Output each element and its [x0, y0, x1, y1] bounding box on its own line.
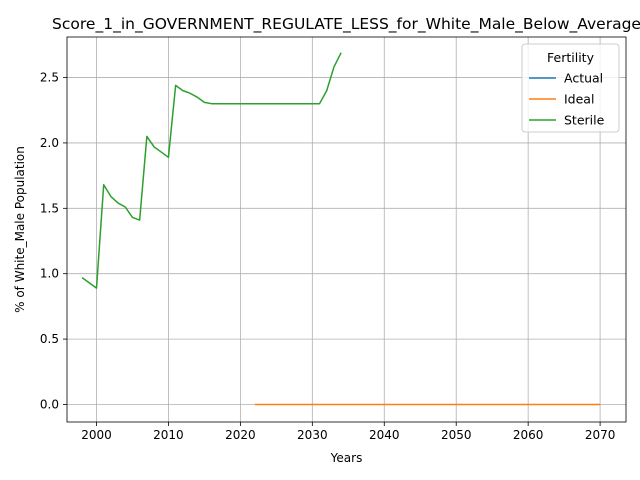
legend-entries: Actual Ideal Sterile — [529, 71, 605, 128]
y-axis-label: % of White_Male Population — [13, 146, 27, 313]
legend-title: Fertility — [547, 50, 595, 65]
x-tick-label: 2030 — [297, 428, 328, 442]
y-tick-label: 1.0 — [40, 267, 59, 281]
x-tick-label: 2000 — [81, 428, 112, 442]
x-axis-label: Years — [330, 451, 363, 465]
y-tick-label: 2.0 — [40, 136, 59, 150]
plot-frame — [66, 36, 627, 423]
y-tick-label: 0.0 — [40, 397, 59, 411]
y-axis: 0.0 0.5 1.0 1.5 2.0 2.5 — [40, 71, 67, 411]
x-axis: 2000 2010 2020 2030 2040 2050 2060 2070 — [81, 422, 615, 442]
legend: Fertility Actual Ideal Sterile — [521, 43, 620, 133]
y-tick-label: 2.5 — [40, 71, 59, 85]
plot-lines — [81, 52, 601, 406]
legend-label-ideal: Ideal — [564, 92, 594, 107]
x-tick-label: 2040 — [369, 428, 400, 442]
x-tick-label: 2070 — [585, 428, 616, 442]
x-tick-label: 2050 — [441, 428, 472, 442]
legend-label-actual: Actual — [564, 71, 603, 86]
x-tick-label: 2060 — [513, 428, 544, 442]
chart-title: Score_1_in_GOVERNMENT_REGULATE_LESS_for_… — [52, 15, 640, 34]
legend-label-sterile: Sterile — [564, 113, 605, 128]
legend-box — [521, 43, 620, 133]
y-tick-label: 0.5 — [40, 332, 59, 346]
x-tick-label: 2020 — [225, 428, 256, 442]
y-tick-label: 1.5 — [40, 201, 59, 215]
series-line-sterile — [81, 52, 342, 289]
x-tick-label: 2010 — [153, 428, 184, 442]
